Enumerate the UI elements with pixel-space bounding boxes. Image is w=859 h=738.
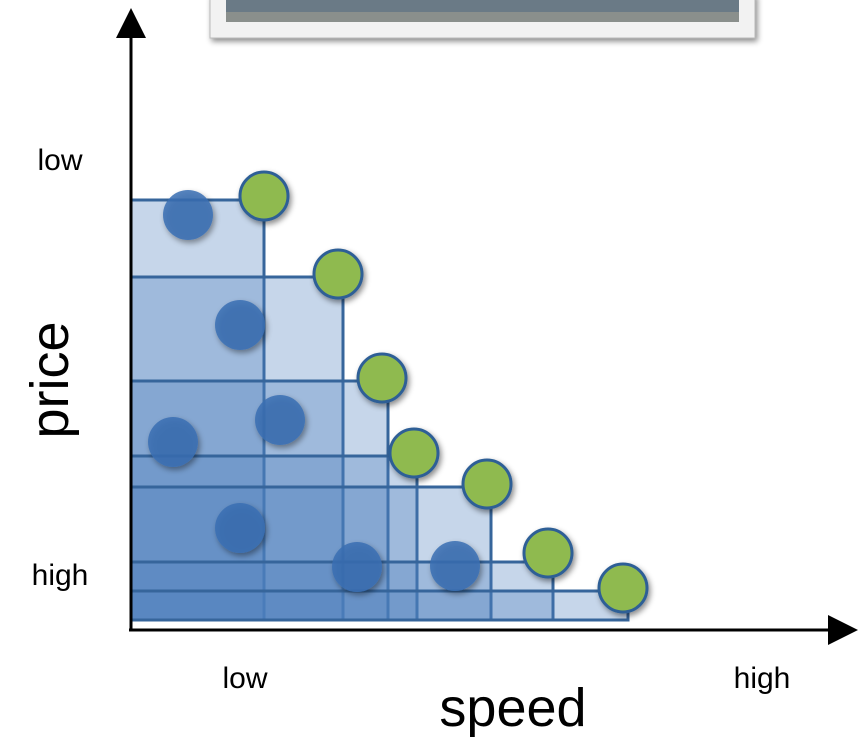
point [430, 541, 480, 591]
diagram: low high price low high speed [0, 0, 859, 738]
x-axis-label: speed [439, 678, 586, 738]
pareto-point [390, 429, 438, 477]
x-left-label: low [222, 662, 267, 695]
point [163, 190, 213, 240]
y-top-label: low [37, 144, 82, 177]
pareto-point [240, 172, 288, 220]
point [255, 395, 305, 445]
pareto-point [463, 460, 511, 508]
y-axis-label: price [20, 321, 80, 438]
picture-frame [210, 0, 755, 38]
pareto-point [524, 529, 572, 577]
point [332, 542, 382, 592]
pareto-point [314, 250, 362, 298]
point [148, 417, 198, 467]
x-right-label: high [734, 662, 791, 695]
point [215, 503, 265, 553]
pareto-point [599, 564, 647, 612]
pareto-point [358, 354, 406, 402]
point [215, 300, 265, 350]
region [131, 591, 628, 620]
y-bottom-label: high [32, 559, 89, 592]
